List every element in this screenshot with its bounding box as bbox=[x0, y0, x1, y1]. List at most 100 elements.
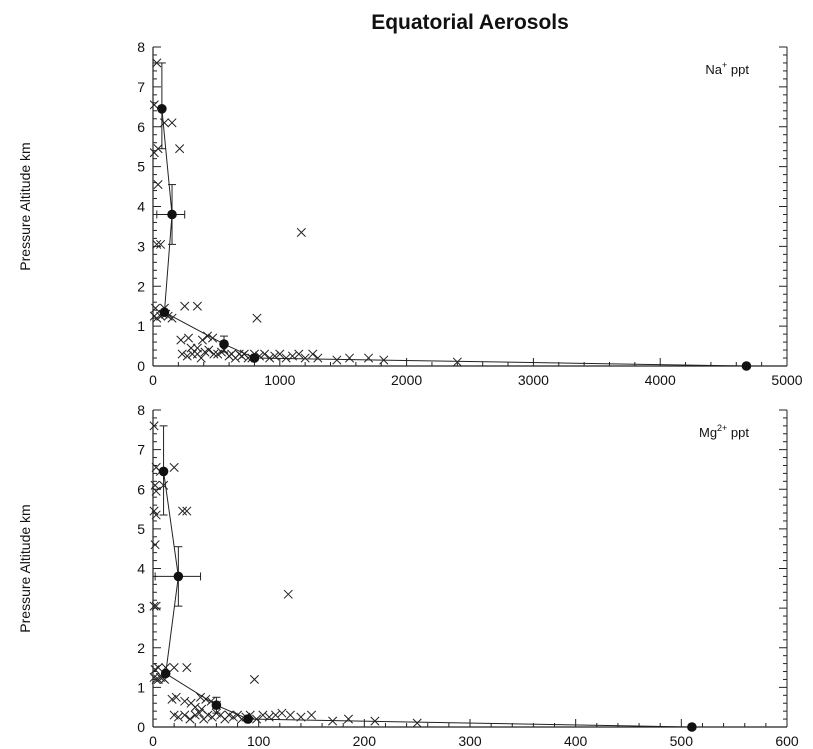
sample-point bbox=[167, 118, 177, 128]
chart-title: Equatorial Aerosols bbox=[371, 11, 569, 34]
sample-point bbox=[296, 227, 306, 237]
sample-cross-stroke bbox=[167, 313, 177, 323]
sample-cross-stroke bbox=[178, 506, 188, 516]
sample-cross-stroke bbox=[150, 303, 161, 313]
y-tick-label: 1 bbox=[137, 318, 145, 334]
sample-cross-stroke bbox=[452, 357, 462, 367]
series-label-unit: ppt bbox=[727, 62, 749, 77]
sample-point bbox=[300, 353, 310, 363]
sample-point bbox=[209, 349, 219, 359]
sample-point bbox=[169, 462, 179, 473]
sample-cross-stroke bbox=[175, 144, 185, 154]
profile-point bbox=[687, 722, 697, 732]
sample-cross-stroke bbox=[163, 311, 173, 321]
sample-point bbox=[364, 353, 374, 363]
sample-point bbox=[344, 353, 355, 363]
sample-cross-stroke bbox=[151, 601, 161, 611]
x-tick-label: 500 bbox=[670, 733, 694, 749]
profile-point bbox=[158, 466, 169, 477]
sample-cross-stroke bbox=[153, 663, 163, 673]
sample-cross-stroke bbox=[152, 58, 162, 68]
sample-cross-stroke bbox=[169, 710, 179, 720]
sample-point bbox=[178, 506, 188, 516]
series-label-superscript: + bbox=[722, 60, 727, 70]
sample-point bbox=[150, 540, 160, 550]
x-tick-label: 4000 bbox=[645, 372, 676, 388]
sample-cross-stroke bbox=[186, 343, 196, 353]
sample-cross-stroke bbox=[196, 353, 206, 363]
sample-point bbox=[285, 710, 295, 720]
sample-point bbox=[150, 664, 160, 675]
sample-cross-stroke bbox=[285, 710, 295, 720]
x-tick-label: 100 bbox=[247, 733, 271, 749]
sample-point bbox=[153, 663, 163, 673]
sample-point bbox=[306, 710, 317, 720]
sample-point bbox=[150, 303, 161, 313]
sample-cross-stroke bbox=[313, 353, 323, 363]
sample-point bbox=[149, 601, 159, 611]
profile-point bbox=[219, 339, 229, 349]
sample-point bbox=[277, 708, 287, 718]
sample-cross-stroke bbox=[194, 708, 205, 718]
y-tick-label: 2 bbox=[137, 640, 145, 656]
sample-point bbox=[152, 239, 162, 249]
series-label: Mg2+ ppt bbox=[699, 423, 749, 440]
sample-cross-stroke bbox=[152, 239, 162, 249]
x-tick-label: 300 bbox=[458, 733, 482, 749]
sample-point bbox=[151, 510, 161, 520]
sample-point bbox=[294, 349, 304, 359]
sample-point bbox=[264, 712, 274, 722]
sample-cross-stroke bbox=[270, 351, 280, 361]
sample-cross-stroke bbox=[167, 118, 177, 128]
profile-point bbox=[173, 571, 184, 582]
sample-cross-stroke bbox=[150, 540, 160, 550]
sample-cross-stroke bbox=[173, 712, 183, 722]
sample-cross-stroke bbox=[182, 663, 192, 673]
y-tick-label: 6 bbox=[137, 119, 145, 135]
sample-cross-stroke bbox=[202, 331, 213, 341]
sample-point bbox=[185, 714, 195, 724]
sample-cross-stroke bbox=[169, 663, 179, 673]
sample-point bbox=[175, 144, 185, 154]
sample-point bbox=[152, 58, 162, 68]
sample-point bbox=[192, 301, 202, 311]
sample-cross-stroke bbox=[203, 710, 213, 720]
y-tick-label: 8 bbox=[137, 402, 145, 418]
series-label-base: Mg bbox=[699, 425, 717, 440]
profile-point bbox=[157, 104, 167, 114]
sample-cross-stroke bbox=[294, 349, 304, 359]
sample-cross-stroke bbox=[151, 510, 161, 520]
sample-point bbox=[182, 351, 192, 361]
y-tick-label: 4 bbox=[137, 199, 145, 215]
sample-cross-stroke bbox=[169, 462, 179, 473]
y-tick-label: 3 bbox=[137, 238, 145, 254]
sample-point bbox=[194, 708, 205, 718]
sample-cross-stroke bbox=[258, 710, 268, 720]
chart-panel-1: 0 1 2 3 4 5 6 7 8 0 1000 2000 3000 4000 5000 Pressure A… bbox=[17, 39, 803, 388]
series-label-base: Na bbox=[705, 62, 722, 77]
sample-point bbox=[156, 239, 166, 249]
sample-point bbox=[149, 421, 159, 431]
profile-point bbox=[211, 700, 222, 711]
y-axis-label: Pressure Altitude km bbox=[17, 504, 33, 632]
sample-cross-stroke bbox=[281, 353, 291, 363]
sample-cross-stroke bbox=[249, 674, 259, 685]
x-tick-label: 1000 bbox=[264, 372, 295, 388]
series-label-unit: ppt bbox=[727, 425, 749, 440]
sample-cross-stroke bbox=[364, 353, 374, 363]
sample-point bbox=[182, 663, 192, 673]
y-axis-label: Pressure Altitude km bbox=[17, 142, 33, 270]
sample-cross-stroke bbox=[183, 333, 194, 343]
sample-cross-stroke bbox=[201, 694, 211, 704]
sample-point bbox=[167, 313, 177, 323]
sample-point bbox=[183, 333, 194, 343]
x-tick-label: 5000 bbox=[771, 372, 802, 388]
sample-point bbox=[180, 301, 190, 311]
sample-cross-stroke bbox=[195, 692, 206, 702]
sample-point bbox=[197, 335, 208, 345]
y-tick-label: 4 bbox=[137, 561, 145, 577]
sample-point bbox=[308, 349, 318, 359]
chart-panel-2: 0 1 2 3 4 5 6 7 8 0 100 200 300 400 500 600 Pressure Alt… bbox=[17, 402, 799, 749]
sample-cross-stroke bbox=[275, 349, 285, 359]
